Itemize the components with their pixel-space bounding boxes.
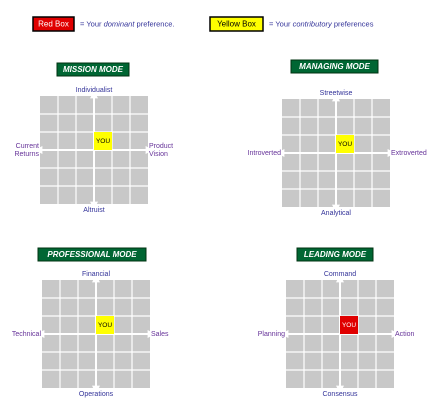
you-box — [94, 132, 112, 150]
mode-title: MISSION MODE — [63, 65, 124, 74]
legend-text-part: dominant — [104, 19, 136, 28]
legend-text-part: preferences — [332, 19, 374, 28]
you-label: YOU — [342, 322, 356, 329]
axis-label-top: Individualist — [76, 87, 113, 94]
axis-label-bottom: Operations — [79, 391, 114, 398]
legend-text-part: = Your — [269, 19, 293, 28]
axis-label-right: Action — [395, 331, 415, 338]
legend-box — [209, 16, 264, 32]
axis-label-right: Product — [149, 143, 173, 150]
axis-label-left: Current — [16, 143, 39, 150]
axis-label-bottom: Consensus — [322, 391, 358, 398]
mode-title: PROFESSIONAL MODE — [47, 250, 137, 259]
mode-title-box — [290, 59, 379, 74]
legend-text-part: preference. — [134, 19, 174, 28]
you-label: YOU — [338, 141, 352, 148]
axis-label-left: Returns — [14, 151, 39, 158]
axis-label-left: Introverted — [248, 150, 282, 157]
axis-label-right: Vision — [149, 151, 168, 158]
axis-label-left: Planning — [258, 331, 285, 338]
axis-label-top: Command — [324, 271, 356, 278]
axis-label-top: Financial — [82, 271, 110, 278]
axis-label-bottom: Altruist — [83, 207, 104, 214]
axis-label-bottom: Analytical — [321, 210, 351, 217]
you-label: YOU — [96, 138, 110, 145]
mode-title: LEADING MODE — [304, 250, 367, 259]
axis-label-top: Streetwise — [320, 90, 353, 97]
legend-box-label: Red Box — [38, 20, 69, 29]
you-box — [340, 316, 358, 334]
legend-box-label: Yellow Box — [217, 20, 256, 29]
mode-title-box — [296, 247, 374, 262]
legend-text-part: = Your — [80, 19, 104, 28]
legend-text: = Your dominant preference. — [80, 19, 174, 28]
axis-label-right: Extroverted — [391, 150, 427, 157]
mode-title: MANAGING MODE — [299, 62, 370, 71]
you-box — [336, 135, 354, 153]
axis-label-right: Sales — [151, 331, 169, 338]
axis-label-left: Technical — [12, 331, 42, 338]
mode-title-box — [56, 62, 130, 77]
you-label: YOU — [98, 322, 112, 329]
legend-box — [32, 16, 75, 32]
legend-text: = Your contributory preferences — [269, 19, 374, 28]
you-box — [96, 316, 114, 334]
mode-title-box — [37, 247, 147, 262]
legend-text-part: contributory — [293, 19, 333, 28]
